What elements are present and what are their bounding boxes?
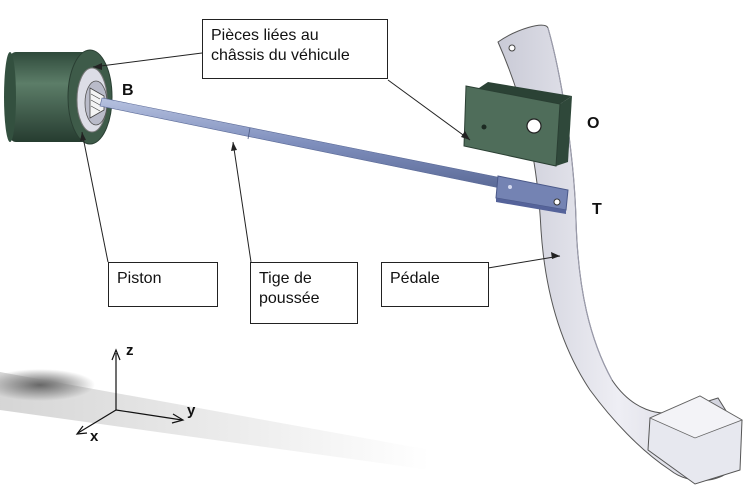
label-push-rod: Tige de poussée (250, 262, 358, 324)
axis-label-x: x (90, 428, 99, 445)
label-piston: Piston (108, 262, 218, 307)
pivot-bracket (463, 82, 572, 167)
label-pedal: Pédale (381, 262, 489, 307)
point-label-o: O (587, 115, 600, 132)
piston (84, 80, 108, 126)
label-chassis-parts: Pièces liées au châssis du véhicule (202, 19, 388, 79)
leader-lines (80, 52, 561, 269)
clevis (495, 175, 569, 214)
push-rod (99, 97, 503, 189)
floor-shadow (0, 369, 430, 470)
axis-label-z: z (126, 342, 134, 359)
axis-label-y: y (187, 402, 196, 419)
point-label-t: T (592, 201, 602, 218)
coordinate-axes (75, 348, 185, 435)
point-label-b: B (122, 82, 134, 99)
